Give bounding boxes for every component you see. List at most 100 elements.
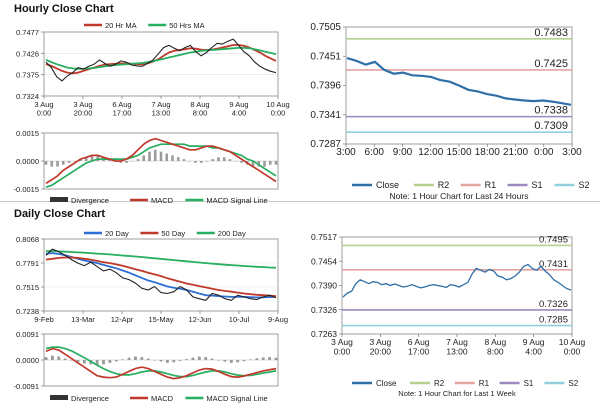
hourly-price-xtick-label: 3 Aug 0:00 — [34, 100, 53, 118]
hourly-macd-divergence-bar — [73, 161, 77, 162]
hourly-pivot-ytick-label: 0.7341 — [310, 110, 341, 121]
hourly-macd-divergence-bar — [130, 161, 134, 162]
daily-pivot-note: Note: 1 Hour Chart for Last 1 Week — [398, 389, 516, 398]
daily-price-xtick-label: 9-Feb — [34, 315, 54, 324]
hourly-pivot-legend-label: R1 — [485, 180, 497, 190]
daily-pivot-xtick-label: 6 Aug 17:00 — [408, 337, 430, 357]
hourly-macd-series-signal — [45, 143, 277, 188]
hourly-pivot-xtick-label: 21:00 — [503, 147, 528, 158]
daily-macd-divergence-bar — [70, 360, 73, 361]
daily-macd-divergence-bar — [261, 357, 265, 360]
daily-macd-series-macd — [45, 347, 277, 380]
daily-macd-divergence-bar — [236, 360, 240, 363]
hourly-pivot-level-label-s1: 0.7338 — [534, 105, 568, 117]
daily-price-xtick-label: 13-Mar — [71, 315, 95, 324]
daily-macd-divergence-bar — [197, 356, 201, 360]
daily-macd-divergence-bar — [210, 358, 214, 360]
daily-macd-legend-label: Divergence — [71, 394, 109, 403]
hourly-macd-divergence-bar — [56, 161, 59, 167]
hourly-macd-divergence-bar — [176, 157, 180, 161]
hourly-macd-divergence-bar — [171, 155, 174, 161]
hourly-pivot-xtick-label: 3:00 — [562, 147, 582, 158]
daily-pivot-legend-label: R2 — [434, 379, 445, 388]
daily-macd-divergence-bar — [57, 356, 61, 360]
hourly-macd-legend-label: MACD — [151, 196, 174, 205]
hourly-price-legend-label: 20 Hr MA — [105, 21, 137, 30]
daily-macd-divergence-bar — [95, 360, 99, 366]
daily-price-xtick-label: 12-Apr — [111, 315, 134, 324]
daily-pivot-level-label-s2: 0.7285 — [539, 315, 568, 326]
hourly-pivot-xtick-label: 6:00 — [365, 147, 385, 158]
hourly-pivot-xtick-label: 18:00 — [475, 147, 500, 158]
hourly-macd-divergence-bar — [199, 161, 203, 163]
daily-pivot-xtick-label: 8 Aug 8:00 — [484, 337, 506, 357]
daily-macd-divergence-bar — [102, 360, 105, 365]
hourly-macd-divergence-bar — [84, 157, 88, 161]
daily-pivot-level-label-s1: 0.7326 — [539, 299, 568, 310]
daily-price-legend-label: 20 Day — [105, 229, 129, 238]
hourly-price-xtick-label: 10 Aug 0:00 — [266, 100, 289, 118]
daily-macd-divergence-bar — [255, 358, 259, 360]
hourly-pivot-series-close — [346, 57, 572, 106]
hourly-macd-divergence-bar — [67, 161, 71, 163]
daily-price-ytick-label: 0.7515 — [16, 283, 39, 292]
daily-macd-divergence-bar — [249, 359, 252, 360]
hourly-pivot-xtick-label: 0:00 — [534, 147, 554, 158]
hourly-macd-divergence-bar — [274, 161, 278, 165]
daily-macd-divergence-bar — [165, 360, 169, 363]
daily-macd-divergence-bar — [82, 360, 86, 364]
hourly-macd-divergence-bar — [165, 153, 169, 161]
daily-pivot-legend-label: S1 — [524, 379, 534, 388]
daily-macd-divergence-bar — [242, 360, 246, 362]
daily-macd-legend-label: MACD Signal Line — [206, 394, 267, 403]
daily-macd-divergence-bar — [217, 360, 220, 361]
daily-macd-divergence-bar — [172, 360, 176, 363]
daily-pivot-legend-label: S2 — [568, 379, 578, 388]
daily-macd-divergence-bar — [114, 360, 118, 362]
hourly-pivot-xtick-label: 15:00 — [446, 147, 471, 158]
hourly-macd-divergence-bar — [234, 161, 238, 162]
daily-price-ytick-label: 0.7238 — [16, 307, 39, 316]
daily-macd-legend-swatch — [50, 395, 68, 400]
hourly-price-ytick-label: 0.7477 — [16, 28, 39, 37]
hourly-price-series-close — [45, 38, 277, 82]
hourly-pivot-legend-label: Close — [376, 180, 399, 190]
daily-macd-divergence-bar — [153, 360, 157, 361]
hourly-macd-divergence-bar — [96, 155, 100, 161]
hourly-pivot-xtick-label: 12:00 — [418, 147, 443, 158]
daily-price-series-50-day — [45, 256, 277, 297]
daily-macd-divergence-bar — [76, 360, 80, 363]
daily-pivot-ytick-label: 0.7454 — [311, 256, 337, 266]
daily-price-xtick-label: 12-Jun — [189, 315, 212, 324]
hourly-price-legend-label: 50 Hrs MA — [169, 21, 204, 30]
daily-macd-divergence-bar — [140, 357, 144, 360]
hourly-price-xtick-label: 9 Aug 4:00 — [229, 100, 248, 118]
daily-pivot-series-close — [342, 263, 572, 298]
hourly-pivot-note: Note: 1 Hour Chart for Last 24 Hours — [390, 191, 529, 201]
daily-macd-divergence-bar — [268, 357, 272, 360]
daily-macd-divergence-bar — [191, 357, 195, 360]
daily-macd-divergence-bar — [223, 360, 227, 362]
hourly-macd-legend-swatch — [50, 197, 68, 202]
daily-macd-chart: 0.0091 0.0000 -0.0091 Divergence MACD MACD Si… — [14, 330, 279, 403]
hourly-macd-divergence-bar — [107, 159, 111, 161]
hourly-macd-divergence-bar — [263, 161, 266, 167]
hourly-title: Hourly Close Chart — [14, 3, 114, 15]
hourly-macd-divergence-bar — [217, 157, 220, 161]
hourly-price-xtick-label: 8 Aug 8:00 — [190, 100, 209, 118]
daily-pivot-ytick-label: 0.7390 — [311, 281, 337, 291]
hourly-macd-divergence-bar — [61, 161, 65, 165]
hourly-macd-divergence-bar — [142, 155, 146, 161]
daily-pivot-ytick-label: 0.7517 — [311, 232, 337, 242]
hourly-price-xtick-label: 7 Aug 13:00 — [151, 100, 170, 118]
hourly-pivot-ytick-label: 0.7287 — [310, 139, 341, 150]
hourly-macd-divergence-bar — [222, 157, 226, 161]
hourly-macd-ytick-label: 0.0000 — [16, 157, 39, 166]
hourly-pivot-xtick-label: 9:00 — [393, 147, 413, 158]
hourly-price-plot-area — [43, 31, 279, 97]
daily-macd-divergence-bar — [127, 357, 131, 360]
hourly-macd-legend-label: MACD Signal Line — [206, 196, 267, 205]
hourly-pivot-legend-label: S2 — [578, 180, 589, 190]
